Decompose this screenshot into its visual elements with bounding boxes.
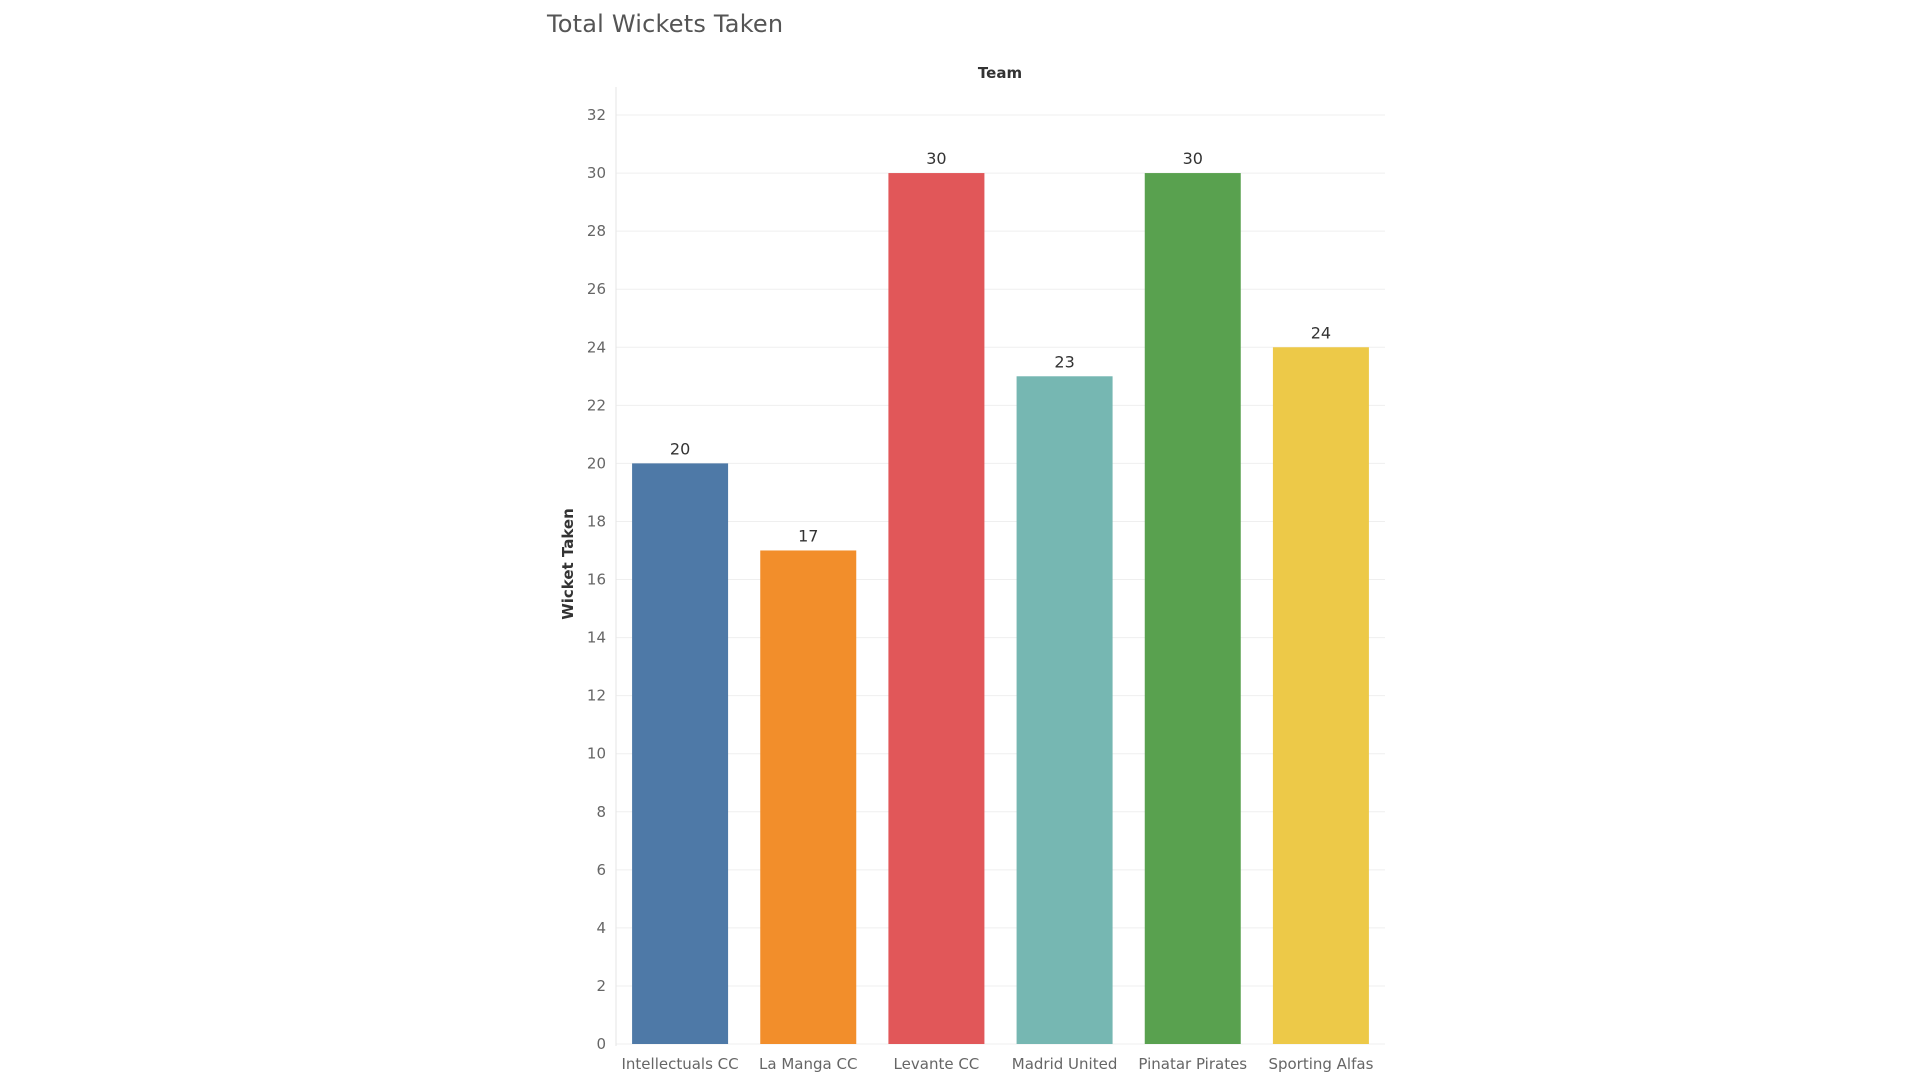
y-tick-label: 24	[587, 338, 606, 356]
bar-value-label: 24	[1311, 323, 1331, 342]
y-tick-label: 14	[587, 629, 606, 647]
bar	[888, 173, 985, 1044]
bar	[1144, 173, 1241, 1044]
gridlines	[616, 114, 1385, 1045]
bars	[632, 173, 1369, 1044]
x-tick-label: CC	[1310, 1077, 1331, 1080]
x-axis: Intellectuals CC La Manga CC Levante CC Mad…	[622, 1055, 1374, 1080]
x-tick-label: Sporting Alfas	[1268, 1055, 1373, 1073]
x-tick-label: Madrid United	[1012, 1055, 1118, 1073]
x-tick-label: Intellectuals CC	[622, 1055, 739, 1073]
y-tick-label: 6	[596, 861, 606, 879]
y-tick-label: 4	[596, 919, 606, 937]
bar-value-labels: 20 17 30 23 30 24	[670, 149, 1331, 545]
y-tick-label: 32	[587, 106, 606, 124]
x-tick-label: CC	[1054, 1077, 1075, 1080]
chart-title: Total Wickets Taken	[547, 10, 784, 38]
x-tick-label: La Manga CC	[759, 1055, 857, 1073]
y-tick-label: 18	[587, 512, 606, 530]
y-tick-label: 12	[587, 687, 606, 705]
bar	[1272, 347, 1369, 1044]
y-tick-label: 28	[587, 222, 606, 240]
bar	[760, 550, 857, 1044]
bar-value-label: 30	[1183, 149, 1203, 168]
y-tick-label: 20	[587, 454, 606, 472]
y-tick-label: 22	[587, 396, 606, 414]
x-tick-label: Levante CC	[894, 1055, 980, 1073]
y-tick-label: 10	[587, 745, 606, 763]
y-tick-label: 2	[596, 977, 606, 995]
bar	[1016, 376, 1113, 1044]
column-header: Team	[978, 64, 1022, 82]
y-tick-label: 16	[587, 571, 606, 589]
y-tick-label: 8	[596, 803, 606, 821]
x-tick-label: Pinatar Pirates	[1138, 1055, 1247, 1073]
y-tick-label: 0	[596, 1035, 606, 1053]
bar-value-label: 17	[798, 526, 818, 545]
y-axis-title: Wicket Taken	[559, 508, 577, 620]
bar-value-label: 30	[926, 149, 946, 168]
y-tick-label: 30	[587, 164, 606, 182]
y-tick-label: 26	[587, 280, 606, 298]
bar	[632, 463, 729, 1044]
bar-value-label: 20	[670, 439, 690, 458]
bar-value-label: 23	[1054, 352, 1074, 371]
